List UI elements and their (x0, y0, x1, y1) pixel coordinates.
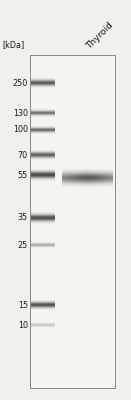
Text: 10: 10 (18, 320, 28, 330)
Text: 70: 70 (18, 150, 28, 160)
Text: 25: 25 (18, 240, 28, 250)
Text: [kDa]: [kDa] (2, 40, 24, 49)
Text: 100: 100 (13, 126, 28, 134)
Text: Thyroid: Thyroid (85, 21, 115, 51)
Text: 15: 15 (18, 300, 28, 310)
Text: 35: 35 (18, 214, 28, 222)
Text: 130: 130 (13, 108, 28, 118)
Text: 250: 250 (13, 78, 28, 88)
Bar (30, 55, 115, 388)
Text: 55: 55 (18, 170, 28, 180)
